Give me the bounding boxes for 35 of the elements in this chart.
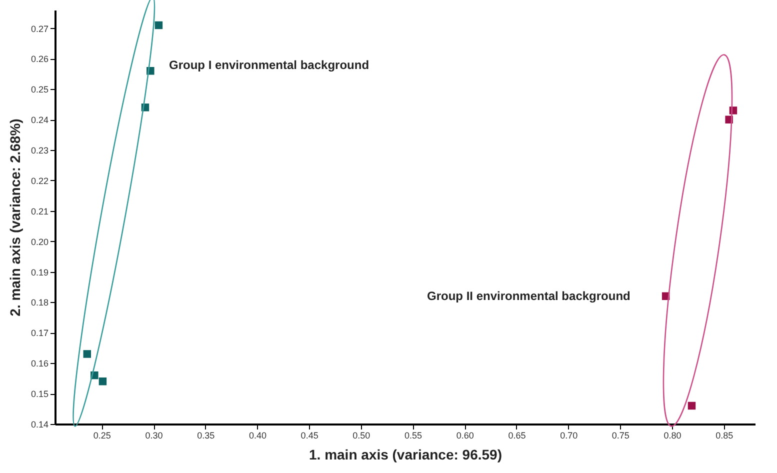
point	[83, 350, 92, 358]
y-tick-label: 0.18	[30, 298, 48, 308]
y-tick-label: 0.27	[30, 24, 48, 34]
annotation: Group II environmental background	[427, 289, 630, 303]
x-tick-label: 0.75	[612, 430, 630, 440]
x-tick-label: 0.25	[93, 430, 111, 440]
y-tick-label: 0.24	[30, 115, 48, 126]
y-axis-title: 2. main axis (variance: 2.68%)	[6, 118, 23, 316]
y-tick-label: 0.25	[30, 84, 48, 95]
y-tick-label: 0.21	[30, 206, 48, 216]
x-tick-label: 0.55	[404, 430, 422, 440]
x-tick-label: 0.30	[145, 430, 163, 440]
x-tick-label: 0.85	[716, 430, 734, 440]
x-tick-label: 0.50	[352, 430, 370, 440]
point	[154, 21, 163, 30]
x-tick-label: 0.40	[248, 430, 266, 440]
y-tick-label: 0.26	[30, 54, 48, 64]
point	[98, 378, 107, 386]
x-axis-title: 1. main axis (variance: 96.59)	[309, 446, 502, 462]
x-tick-label: 0.65	[508, 430, 526, 440]
x-tick-label: 0.35	[197, 430, 215, 440]
y-tick-label: 0.19	[30, 267, 48, 278]
y-tick-label: 0.14	[30, 420, 48, 430]
x-tick-label: 0.45	[300, 430, 318, 440]
annotation: Group I environmental background	[169, 58, 370, 72]
x-tick-label: 0.70	[560, 430, 578, 440]
x-tick-label: 0.60	[456, 430, 474, 440]
x-tick-label: 0.80	[664, 430, 682, 440]
y-tick-label: 0.15	[30, 389, 48, 400]
y-tick-label: 0.22	[30, 176, 48, 186]
y-tick-label: 0.17	[30, 328, 48, 338]
y-tick-label: 0.20	[30, 236, 48, 247]
y-tick-label: 0.23	[30, 146, 48, 156]
y-tick-label: 0.16	[30, 358, 48, 369]
point	[688, 402, 696, 410]
